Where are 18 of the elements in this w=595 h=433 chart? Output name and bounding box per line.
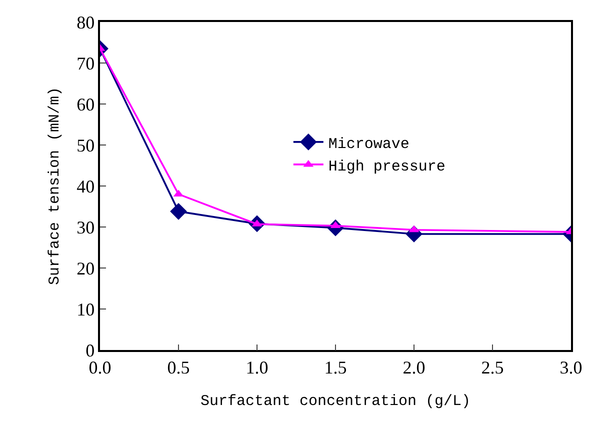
y-tick-label: 80 bbox=[76, 12, 95, 32]
x-axis-title: Surfactant concentration (g/L) bbox=[200, 392, 471, 410]
x-tick-label: 1.0 bbox=[246, 357, 268, 378]
x-tick-label: 0.5 bbox=[167, 357, 190, 378]
y-tick-label: 20 bbox=[76, 258, 95, 278]
y-axis-title: Surface tension (mN/m) bbox=[46, 86, 64, 286]
legend-label: Microwave bbox=[328, 136, 410, 153]
x-tick-label: 3.0 bbox=[560, 357, 582, 378]
y-tick-label: 60 bbox=[76, 94, 95, 114]
y-tick-label: 40 bbox=[76, 176, 95, 196]
x-tick-label: 2.0 bbox=[402, 357, 426, 378]
legend-label: High pressure bbox=[328, 158, 446, 176]
y-tick-label: 10 bbox=[76, 299, 95, 320]
y-tick-label: 70 bbox=[76, 53, 95, 74]
y-tick-label: 50 bbox=[76, 135, 95, 156]
x-tick-label: 1.5 bbox=[324, 357, 347, 378]
x-tick-label: 2.5 bbox=[481, 357, 504, 378]
y-tick-label: 30 bbox=[76, 217, 95, 238]
